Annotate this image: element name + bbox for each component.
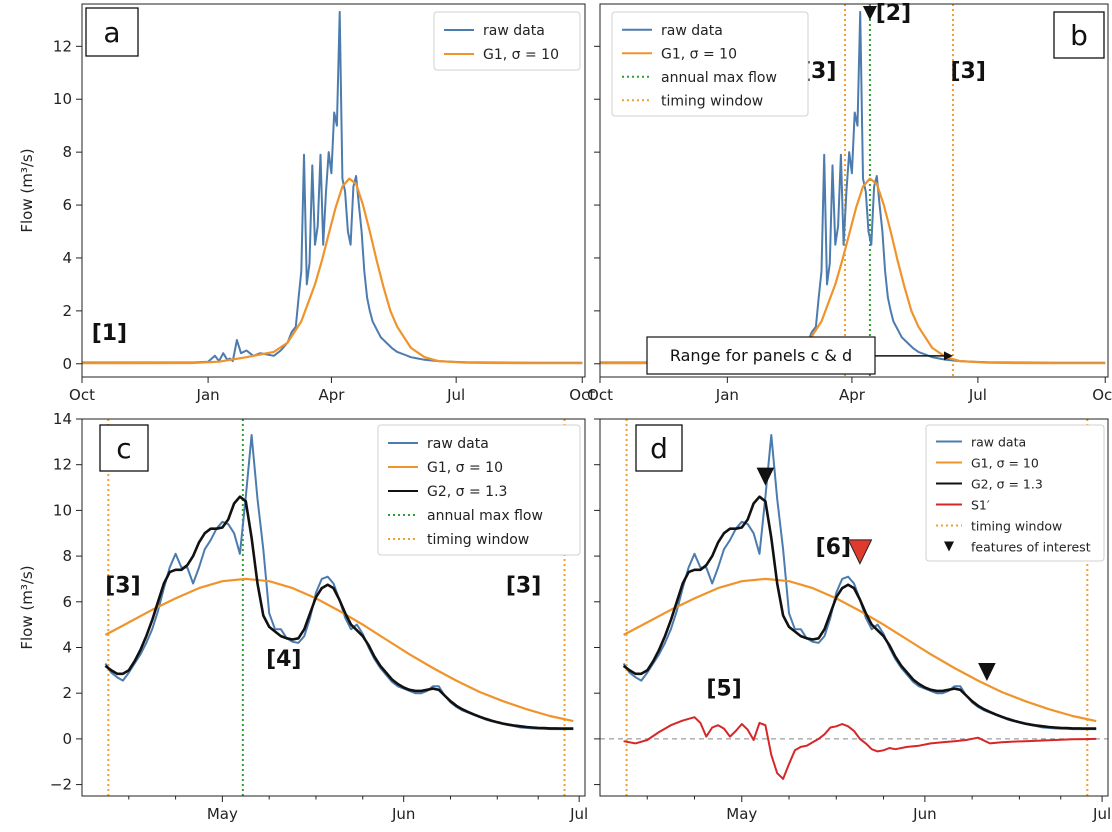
- y-tick-label: 14: [53, 410, 72, 428]
- legend-a: raw data G1, σ = 10: [433, 11, 581, 71]
- panel-d: May Jun Jul [5] [6] raw data G1, σ = 10 G2, σ =…: [594, 418, 1111, 823]
- feature-marker-icon: [978, 662, 996, 682]
- legend-entry-label: G2, σ = 1.3: [971, 477, 1043, 492]
- series-line-g2: [104, 495, 574, 730]
- feature-marker-icon: [756, 467, 775, 486]
- legend-entry-label: G1, σ = 10: [483, 47, 559, 63]
- x-tick-label: Oct: [569, 386, 595, 404]
- x-tick-label: Jan: [196, 386, 220, 404]
- x-tick-label: May: [726, 805, 757, 823]
- range-box: [646, 336, 876, 375]
- legend-entry-label: S1′: [971, 498, 990, 513]
- legend-marker-icon: [944, 541, 954, 552]
- y-axis-label: Flow (m³/s): [18, 565, 36, 649]
- legend-entry-label: raw data: [483, 23, 545, 39]
- y-axis-label: Flow (m³/s): [18, 148, 36, 232]
- x-tick-label: Jan: [715, 386, 739, 404]
- legend-box: [611, 11, 809, 117]
- legend-entry-label: raw data: [427, 436, 489, 452]
- axes-frame-c: [81, 418, 586, 797]
- legend-box: [925, 424, 1105, 562]
- panel-letter-box: [635, 424, 683, 472]
- legend-entry-label: timing window: [661, 93, 763, 109]
- series-line-raw-data: [82, 10, 583, 364]
- x-tick-label: Apr: [839, 386, 866, 404]
- legend-box: [377, 424, 581, 556]
- legend-entry-label: timing window: [427, 532, 529, 548]
- x-tick-label: May: [207, 805, 238, 823]
- x-tick-label: Jul: [569, 805, 588, 823]
- feature-marker-icon: [847, 539, 873, 565]
- annotation-label: [5]: [706, 676, 741, 701]
- x-tick-label: Apr: [318, 386, 345, 404]
- legend-entry-label: timing window: [971, 519, 1062, 534]
- series-line-g2: [622, 495, 1097, 730]
- series-line-g1: [82, 177, 583, 365]
- y-tick-label: 6: [62, 196, 72, 214]
- axes-frame-d: [599, 418, 1109, 797]
- panel-a: Oct Jan Apr Jul Oct 0 2 4 6 8 10 12 Flow (m³/s) [1] ra…: [18, 3, 595, 404]
- panel-letter-box: [1053, 11, 1105, 59]
- legend-entry-label: raw data: [971, 435, 1026, 450]
- series-line-g1: [623, 577, 1097, 723]
- legend-entry-label: G1, σ = 10: [661, 46, 737, 62]
- legend-box: [433, 11, 581, 71]
- x-tick-label: Oct: [587, 386, 613, 404]
- legend-entry-label: raw data: [661, 23, 723, 39]
- x-tick-label: Jul: [446, 386, 465, 404]
- y-tick-label: −2: [50, 776, 72, 794]
- annotation-label: [3]: [506, 574, 541, 599]
- annotation-label: [3]: [950, 59, 985, 84]
- legend-entry-label: features of interest: [971, 540, 1091, 555]
- legend-entry-label: G2, σ = 1.3: [427, 484, 507, 500]
- arrow-head-right-icon: [943, 351, 953, 361]
- panel-letter: c: [116, 432, 131, 465]
- annotation-label: [2]: [876, 1, 911, 26]
- legend-c: raw data G1, σ = 10 G2, σ = 1.3 annual max …: [377, 424, 581, 556]
- y-tick-label: 2: [62, 302, 72, 320]
- panel-letter-box: [85, 7, 139, 57]
- panel-letter: b: [1070, 19, 1088, 52]
- legend-b: raw data G1, σ = 10 annual max flow timing …: [611, 11, 809, 117]
- y-tick-label: 0: [62, 730, 72, 748]
- legend-entry-label: annual max flow: [661, 70, 777, 86]
- panel-c: May Jun Jul −2 0 2 4 6 8 10 12 14 Flow (m³/s) [3] [3] […: [18, 410, 588, 823]
- panel-letter-box: [99, 424, 149, 472]
- y-tick-label: 4: [62, 249, 72, 267]
- x-tick-label: Jun: [391, 805, 415, 823]
- y-tick-label: 10: [53, 501, 72, 519]
- x-tick-label: Jun: [912, 805, 936, 823]
- range-box-text: Range for panels c & d: [670, 346, 852, 365]
- panel-letter: d: [650, 432, 668, 465]
- series-line-g1: [104, 577, 574, 723]
- annotation-label: [1]: [92, 321, 127, 346]
- y-tick-label: 12: [53, 456, 72, 474]
- legend-d: raw data G1, σ = 10 G2, σ = 1.3 S1′ timing w…: [925, 424, 1105, 562]
- y-tick-label: 12: [53, 37, 72, 55]
- x-tick-label: Oct: [1092, 386, 1112, 404]
- x-tick-label: Oct: [69, 386, 95, 404]
- y-tick-label: 8: [62, 547, 72, 565]
- y-tick-label: 8: [62, 143, 72, 161]
- panel-letter: a: [103, 16, 120, 49]
- axes-frame-b: [599, 3, 1109, 378]
- series-line-s1-: [623, 716, 1097, 780]
- legend-entry-label: annual max flow: [427, 508, 543, 524]
- y-tick-label: 4: [62, 638, 72, 656]
- y-tick-label: 0: [62, 355, 72, 373]
- axes-frame-a: [81, 3, 586, 378]
- y-tick-label: 6: [62, 593, 72, 611]
- y-tick-label: 2: [62, 684, 72, 702]
- x-tick-label: Jul: [968, 386, 987, 404]
- legend-entry-label: G1, σ = 10: [971, 456, 1039, 471]
- y-tick-label: 10: [53, 90, 72, 108]
- peak-marker-icon: [862, 6, 877, 20]
- annotation-label: [6]: [816, 535, 851, 560]
- legend-entry-label: G1, σ = 10: [427, 460, 503, 476]
- x-tick-label: Jul: [1092, 805, 1111, 823]
- annotation-label: [4]: [266, 647, 301, 672]
- annotation-label: [3]: [105, 574, 140, 599]
